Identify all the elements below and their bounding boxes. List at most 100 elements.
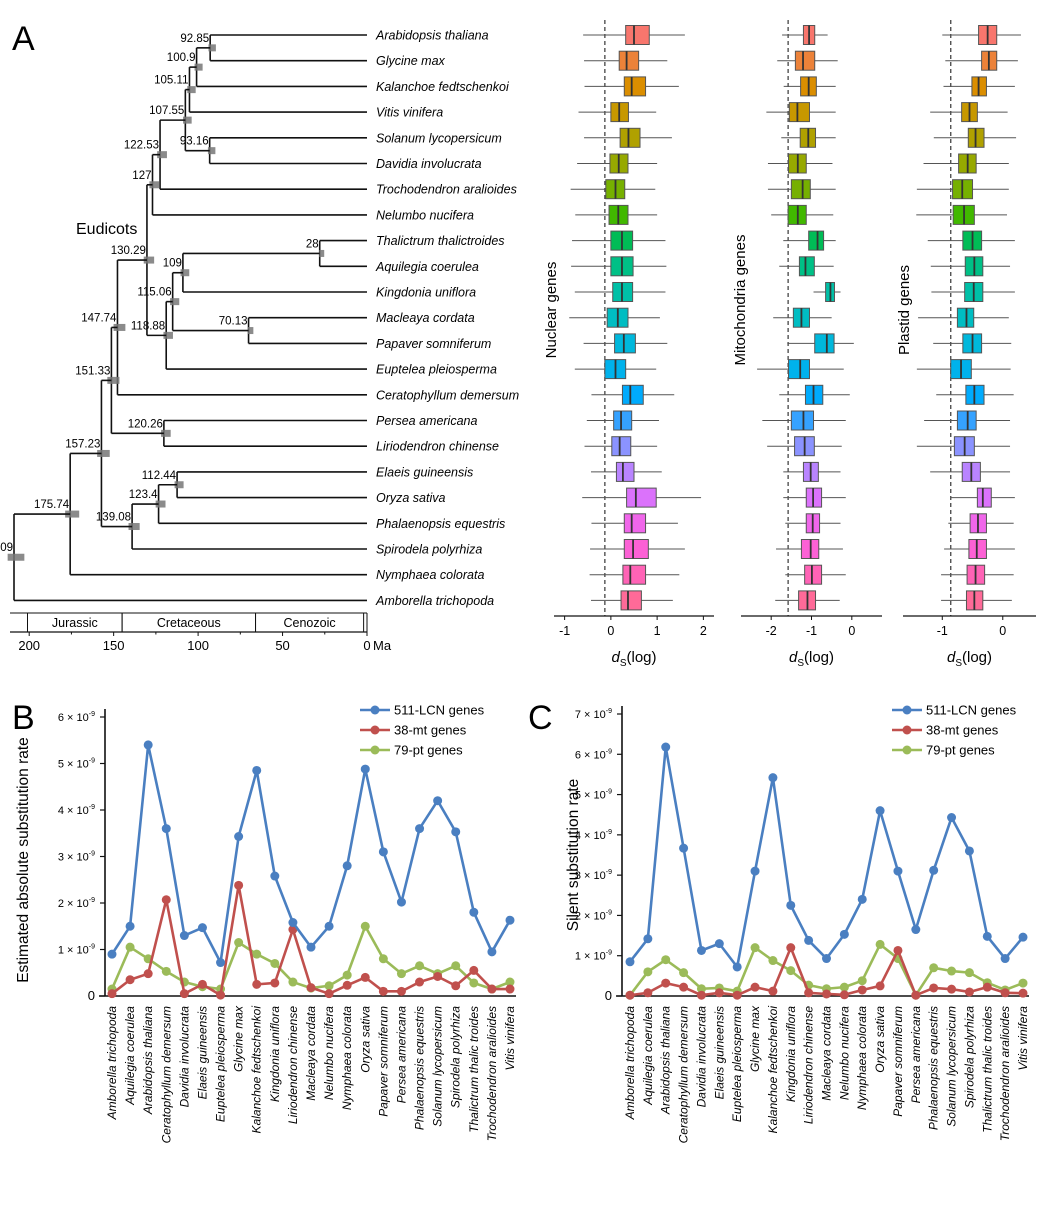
box-iqr (626, 487, 657, 508)
data-point (324, 921, 334, 931)
data-point (342, 970, 352, 980)
data-point (822, 954, 831, 964)
x-category-label: Amborella trichopoda (623, 1006, 637, 1121)
data-point (964, 968, 974, 978)
node-confidence-bar (107, 376, 120, 384)
box-iqr (788, 359, 810, 380)
x-category-label: Elaeis guineensis (712, 1006, 726, 1099)
box-iqr (621, 384, 644, 405)
data-point (234, 832, 244, 842)
x-category-label: Ceratophyllum demersum (677, 1006, 691, 1143)
clade-label-eudicots: Eudicots (76, 221, 137, 238)
y-tick-label: 0 (605, 988, 612, 1003)
node-age-label: 122.53 (124, 140, 159, 152)
data-point (714, 939, 724, 949)
y-tick-label: 1 × 10-9 (58, 944, 95, 957)
series-line (110, 924, 511, 991)
x-category-label: Nelumbo nucifera (322, 1006, 336, 1100)
data-point (875, 981, 885, 991)
data-point (505, 977, 515, 987)
x-tick-label: -2 (766, 624, 777, 638)
data-point (768, 773, 778, 783)
x-category-label: Trochodendron aralioides (485, 1006, 499, 1141)
x-category-label: Kalanchoe fedtschenkoi (250, 1006, 264, 1134)
y-tick-label: 3 × 10-9 (575, 869, 612, 882)
x-category-label: Thalictrum thalic troides (467, 1006, 481, 1133)
data-point (714, 988, 724, 998)
x-category-label: Solanum lycopersicum (945, 1006, 959, 1127)
y-tick-label: 0 (88, 988, 95, 1003)
data-point (415, 824, 425, 834)
x-category-label: Kingdonia uniflora (268, 1006, 282, 1102)
x-tick-label: -1 (937, 624, 948, 638)
species-label: Persea americana (376, 414, 477, 428)
data-point (324, 989, 334, 999)
data-point (929, 963, 939, 973)
x-category-label: Liriodendron chinense (286, 1006, 300, 1124)
data-point (947, 984, 957, 994)
data-point (768, 956, 778, 966)
node-confidence-bar (97, 449, 110, 457)
species-label: Macleaya cordata (376, 311, 475, 325)
node-confidence-bar (247, 327, 254, 335)
data-point (750, 866, 760, 876)
box-iqr (798, 256, 815, 277)
data-point (505, 915, 515, 925)
node-confidence-bar (157, 151, 167, 159)
x-category-label: Papaver somniferum (891, 1006, 905, 1117)
x-category-label: Phalaenopsis equestris (413, 1006, 427, 1130)
node-confidence-bar (170, 298, 180, 306)
box-iqr (956, 307, 975, 328)
data-point (696, 990, 706, 1000)
data-point (234, 938, 244, 948)
x-category-label: Oryza sativa (873, 1006, 887, 1073)
panel-label-c: C (528, 699, 553, 737)
box-iqr (788, 102, 810, 123)
species-label: Phalaenopsis equestris (376, 517, 505, 531)
data-point (125, 921, 135, 931)
data-point (107, 989, 117, 999)
data-point (786, 966, 796, 976)
x-category-label: Aquilegia coerulea (641, 1006, 655, 1106)
data-point (143, 969, 153, 979)
node-age-label: 107.55 (149, 105, 184, 117)
y-axis-label: Silent substitution rate (565, 779, 582, 932)
data-point (487, 984, 497, 994)
data-point (469, 965, 479, 975)
data-point (875, 939, 885, 949)
node-age-label: 92.85 (180, 33, 209, 45)
box-iqr (625, 25, 650, 45)
data-point (252, 949, 262, 959)
data-point (893, 945, 903, 955)
x-category-label: Spirodela polyrhiza (962, 1006, 976, 1108)
box-iqr (808, 230, 825, 251)
data-point (911, 925, 921, 935)
line-chart-silent-rate: 0 1 × 10-9 2 × 10-9 3 × 10-9 4 × 10-9 5 × 10-… (565, 703, 1030, 1144)
axis-unit: Ma (373, 638, 392, 653)
y-tick-label: 7 × 10-9 (575, 708, 612, 721)
data-point (982, 931, 992, 941)
x-category-label: Spirodela polyrhiza (449, 1006, 463, 1108)
data-point (679, 968, 689, 978)
box-iqr (790, 179, 811, 200)
node-confidence-bar (128, 523, 140, 531)
x-category-label: Oryza sativa (358, 1006, 372, 1073)
data-point (679, 843, 689, 853)
x-category-label: Euptelea pleiosperma (214, 1006, 228, 1122)
box-iqr (611, 436, 632, 457)
data-point (433, 796, 443, 806)
data-point (1018, 978, 1028, 988)
legend-marker (370, 745, 380, 755)
x-category-label: Euptelea pleiosperma (730, 1006, 744, 1122)
data-point (216, 958, 226, 968)
box-iqr (623, 76, 647, 97)
y-tick-label: 2 × 10-9 (58, 897, 95, 910)
data-point (487, 947, 497, 957)
species-label: Kalanchoe fedtschenkoi (376, 80, 510, 94)
legend-label: 511-LCN genes (394, 703, 485, 718)
y-tick-label: 3 × 10-9 (58, 851, 95, 864)
species-label: Elaeis guineensis (376, 465, 473, 479)
data-point (270, 871, 280, 881)
node-age-label: 28 (306, 238, 319, 250)
